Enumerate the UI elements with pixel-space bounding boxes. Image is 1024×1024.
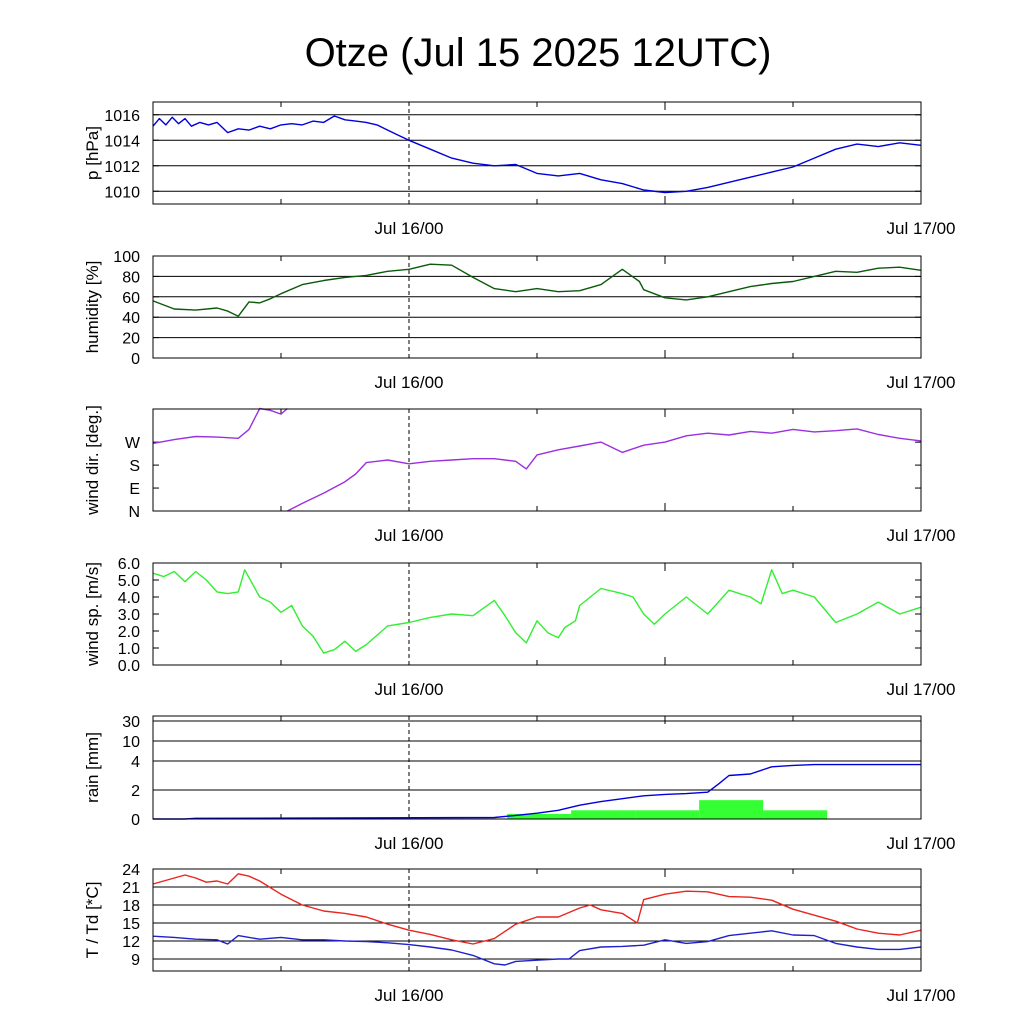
series-line (153, 763, 921, 820)
y-tick-label: 80 (122, 269, 140, 286)
x-tick-label: Jul 16/00 (375, 986, 444, 1005)
y-tick-label: 6.0 (118, 556, 140, 573)
chart-title: Otze (Jul 15 2025 12UTC) (305, 31, 772, 75)
y-tick-label: 1.0 (118, 641, 140, 658)
panel-frame (152, 715, 922, 820)
y-tick-label: 0 (131, 812, 140, 829)
y-tick-label: N (128, 504, 140, 521)
y-axis-label: humidity [%] (83, 261, 102, 354)
y-tick-label: 1012 (104, 159, 140, 176)
series-line (152, 407, 288, 445)
rain-bar (635, 810, 700, 819)
y-tick-label: 2 (131, 783, 140, 800)
panel-frame (152, 868, 922, 972)
x-tick-label: Jul 17/00 (887, 373, 956, 392)
y-tick-label: 0.0 (118, 658, 140, 675)
series-line (152, 873, 922, 945)
panel-frame (152, 408, 922, 512)
y-tick-label: 18 (122, 898, 140, 915)
x-tick-label: Jul 17/00 (887, 680, 956, 699)
x-tick-label: Jul 17/00 (887, 219, 956, 238)
y-tick-label: 30 (122, 714, 140, 731)
y-axis-label: wind sp. [m/s] (83, 562, 102, 667)
y-tick-label: S (129, 458, 140, 475)
y-tick-label: 100 (113, 249, 140, 266)
series-line (152, 115, 922, 194)
y-tick-label: 1010 (104, 184, 140, 201)
y-tick-label: E (129, 481, 140, 498)
y-axis-label: T / Td [*C] (83, 882, 102, 959)
rain-bar (763, 810, 828, 819)
panel-frame (152, 101, 922, 205)
y-tick-label: 20 (122, 331, 140, 348)
y-tick-label: 3.0 (118, 607, 140, 624)
rain-bar (571, 810, 636, 819)
rain-bar (507, 813, 572, 819)
y-tick-label: 12 (122, 934, 140, 951)
y-tick-label: 60 (122, 290, 140, 307)
y-tick-label: W (125, 435, 141, 452)
y-tick-label: 1016 (104, 108, 140, 125)
y-tick-label: 0 (131, 351, 140, 368)
series-line (152, 930, 922, 966)
x-tick-label: Jul 17/00 (887, 834, 956, 853)
panel-frame (152, 562, 922, 666)
y-tick-label: 4 (131, 754, 140, 771)
series-line (152, 263, 922, 317)
y-tick-label: 24 (122, 862, 140, 879)
panel-frame (152, 255, 922, 359)
x-tick-label: Jul 16/00 (375, 834, 444, 853)
x-tick-label: Jul 16/00 (375, 526, 444, 545)
y-tick-label: 5.0 (118, 573, 140, 590)
y-tick-label: 9 (131, 952, 140, 969)
y-axis-label: p [hPa] (83, 126, 102, 180)
y-axis-label: rain [mm] (83, 732, 102, 803)
series-line (287, 428, 922, 512)
rain-bar (699, 800, 764, 819)
y-tick-label: 4.0 (118, 590, 140, 607)
y-tick-label: 1014 (104, 133, 140, 150)
y-tick-label: 10 (122, 734, 140, 751)
y-axis-label: wind dir. [deg.] (83, 405, 102, 516)
x-tick-label: Jul 17/00 (887, 526, 956, 545)
x-tick-label: Jul 17/00 (887, 986, 956, 1005)
x-tick-label: Jul 16/00 (375, 373, 444, 392)
y-tick-label: 2.0 (118, 624, 140, 641)
y-tick-label: 21 (122, 880, 140, 897)
y-tick-label: 40 (122, 310, 140, 327)
y-tick-label: 15 (122, 916, 140, 933)
series-line (152, 569, 922, 654)
x-tick-label: Jul 16/00 (375, 680, 444, 699)
x-tick-label: Jul 16/00 (375, 219, 444, 238)
